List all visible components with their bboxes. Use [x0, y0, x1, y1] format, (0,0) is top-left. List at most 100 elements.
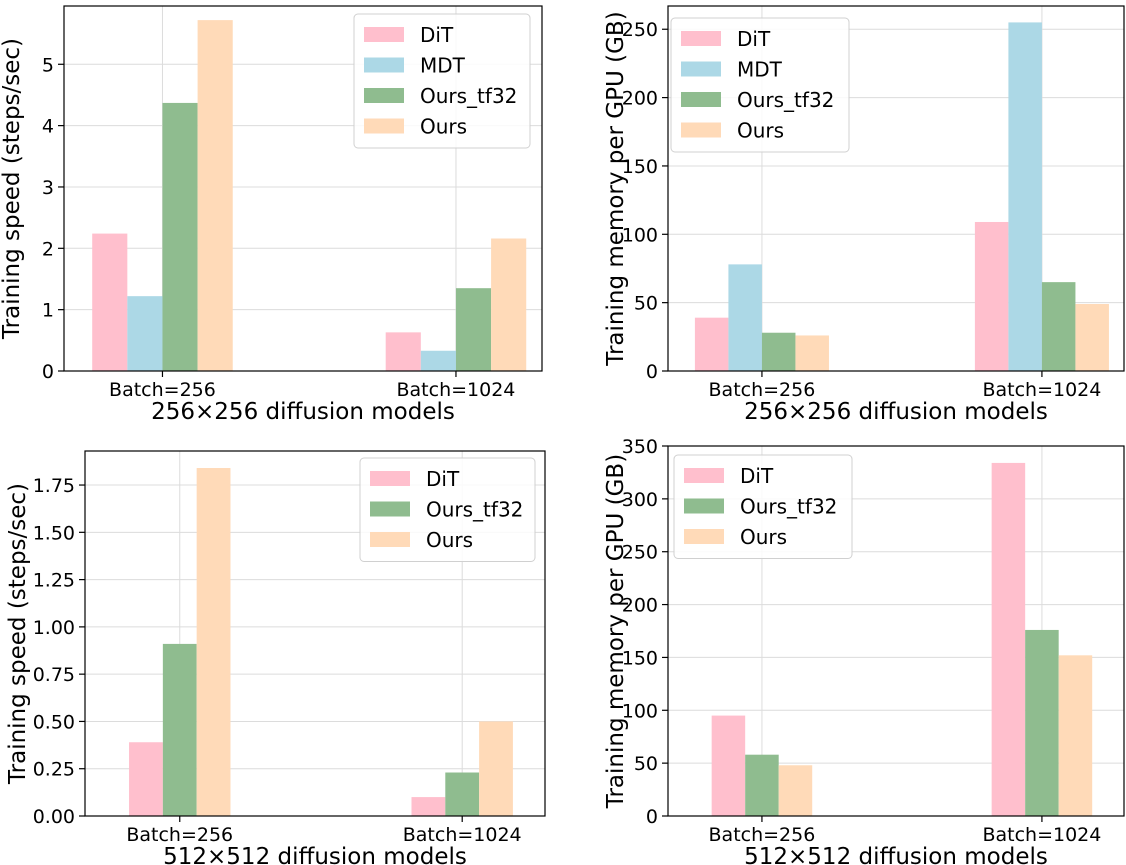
legend-label: Ours_tf32 [420, 84, 517, 108]
legend-swatch-mdt [364, 57, 404, 73]
x-tick-label: Batch=256 [709, 824, 816, 846]
x-tick-label: Batch=1024 [397, 379, 516, 401]
y-tick-label: 100 [622, 700, 658, 722]
y-tick-label: 1.25 [33, 570, 75, 592]
legend-label: DiT [740, 464, 774, 488]
y-axis-label: Training speed (steps/sec) [0, 38, 25, 340]
x-axis: Batch=256 Batch=1024 [126, 816, 522, 846]
legend-label: Ours [737, 119, 784, 143]
y-tick-label: 150 [622, 156, 658, 178]
chart-panel-speed-512: 0.00 0.25 0.50 0.75 1.00 1.25 1.50 1.75 Batch=25… [5, 450, 546, 865]
y-tick-label: 250 [622, 542, 658, 564]
bar-ours-batch-256 [778, 765, 813, 816]
y-tick-label: 200 [622, 88, 658, 110]
y-tick-label: 3 [42, 177, 54, 199]
bar-ours-tf32-batch-256 [745, 754, 779, 816]
bar-dit-batch-256 [694, 317, 729, 371]
bar-ours-batch-1024 [1075, 304, 1109, 371]
y-tick-label: 250 [622, 19, 658, 41]
legend-swatch-ours [684, 529, 724, 544]
legend-swatch-ours-tf32 [681, 92, 721, 107]
y-axis: 0 50 100 150 200 250 300 350 [622, 436, 668, 828]
x-tick-label: Batch=1024 [403, 824, 522, 846]
bar-mdt-batch-256 [728, 264, 762, 371]
bar-dit-batch-256 [129, 742, 163, 816]
legend-label: MDT [420, 54, 466, 78]
bars [711, 462, 1093, 816]
x-axis-label: 256×256 diffusion models [744, 399, 1048, 425]
bars [129, 468, 513, 816]
x-tick-label: Batch=256 [109, 379, 216, 401]
legend-swatch-ours-tf32 [684, 498, 724, 514]
plot-frame [84, 450, 546, 817]
legend-label: MDT [737, 58, 783, 82]
bar-ours-batch-1024 [1058, 655, 1093, 816]
bar-ours-batch-1024 [479, 721, 513, 816]
x-axis-label: 256×256 diffusion models [151, 399, 455, 425]
bar-dit-batch-1024 [385, 332, 421, 371]
legend: DiT Ours_tf32 Ours [673, 454, 853, 559]
bar-ours-tf32-batch-256 [761, 332, 796, 371]
x-axis-label: 512×512 diffusion models [163, 844, 467, 865]
bar-mdt-batch-1024 [420, 350, 456, 371]
y-axis-label: Training memory per GPU (GB) [603, 454, 629, 809]
y-tick-label: 4 [42, 116, 54, 138]
x-tick-label: Batch=1024 [982, 824, 1101, 846]
legend-box [353, 13, 531, 149]
bar-dit-batch-256 [92, 233, 128, 371]
legend-swatch-ours [681, 122, 721, 138]
plot-frame [667, 5, 1125, 372]
y-tick-label: 1.00 [33, 617, 75, 639]
bar-ours-batch-256 [795, 335, 829, 371]
x-tick-label: Batch=256 [709, 379, 816, 401]
legend-swatch-ours [370, 532, 410, 547]
y-tick-label: 5 [42, 54, 54, 76]
bars [92, 20, 527, 371]
bar-ours-tf32-batch-1024 [445, 772, 480, 816]
legend-swatch-dit [684, 468, 724, 483]
legend-label: DiT [420, 23, 454, 47]
legend-label: Ours_tf32 [737, 88, 834, 112]
legend: DiT MDT Ours_tf32 Ours [353, 13, 531, 149]
legend-label: Ours_tf32 [426, 498, 523, 522]
legend-label: DiT [426, 467, 460, 491]
legend-label: Ours [420, 115, 467, 139]
legend-swatch-ours-tf32 [364, 88, 404, 103]
legend-swatch-mdt [681, 61, 721, 77]
bar-dit-batch-256 [711, 715, 746, 816]
legend-label: Ours [740, 525, 787, 549]
legend-label: DiT [737, 27, 771, 51]
chart-panel-memory-512: 0 50 100 150 200 250 300 350 Batch=256 Batch=1024… [603, 436, 1125, 865]
bar-dit-batch-1024 [974, 221, 1009, 371]
bar-ours-batch-256 [197, 20, 233, 371]
legend-swatch-ours [364, 118, 404, 134]
legend: DiT MDT Ours_tf32 Ours [670, 17, 850, 153]
y-axis: 0 50 100 150 200 250 [622, 19, 668, 383]
y-axis: 0 1 2 3 4 5 [42, 54, 64, 383]
bar-ours-tf32-batch-256 [162, 643, 197, 816]
legend-box [670, 17, 850, 153]
bar-dit-batch-1024 [411, 797, 446, 816]
legend-swatch-dit [681, 31, 721, 46]
bar-ours-tf32-batch-1024 [455, 288, 492, 371]
y-tick-label: 0.75 [33, 664, 75, 686]
plot-frame [667, 445, 1125, 817]
legend: DiT Ours_tf32 Ours [359, 457, 536, 562]
x-tick-label: Batch=256 [126, 824, 233, 846]
legend-label: Ours [426, 528, 473, 552]
y-tick-label: 0.50 [33, 711, 75, 733]
y-tick-label: 0.25 [33, 759, 75, 781]
y-tick-label: 300 [622, 489, 658, 511]
y-tick-label: 0.00 [33, 806, 75, 828]
y-tick-label: 50 [634, 753, 658, 775]
y-tick-label: 1.50 [33, 522, 75, 544]
bar-mdt-batch-256 [127, 296, 163, 371]
y-tick-label: 350 [622, 436, 658, 458]
y-tick-label: 100 [622, 224, 658, 246]
x-axis: Batch=256 Batch=1024 [709, 371, 1101, 401]
y-axis-label: Training speed (steps/sec) [5, 483, 31, 785]
bar-ours-tf32-batch-256 [162, 102, 198, 371]
y-axis: 0.00 0.25 0.50 0.75 1.00 1.25 1.50 1.75 [33, 475, 85, 828]
